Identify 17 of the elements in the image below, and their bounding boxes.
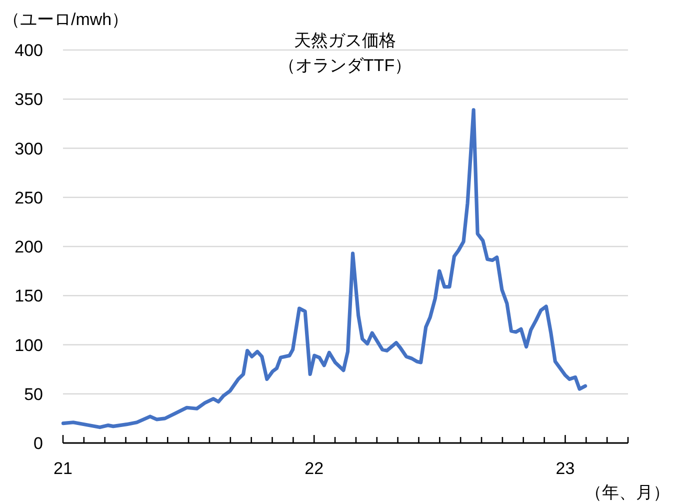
chart-subtitle: （オランダTTF） [278,56,412,75]
y-axis-title: （ユーロ/mwh） [3,10,129,29]
y-tick-label: 250 [14,188,43,208]
y-tick-label: 400 [14,41,43,60]
y-tick-label: 350 [14,90,43,110]
x-tick-label: 22 [304,459,324,478]
x-tick-label: 23 [556,459,575,478]
y-tick-label: 100 [14,336,43,355]
y-tick-label: 200 [14,238,43,256]
chart-title: 天然ガス価格 [294,31,396,50]
x-tick-label: 21 [54,459,72,478]
y-tick-label: 150 [14,286,43,306]
y-tick-label: 300 [14,139,43,158]
y-tick-label: 50 [24,384,43,404]
y-tick-label: 0 [34,434,43,453]
line-series [61,108,588,430]
x-axis-title: （年、月） [585,483,670,502]
